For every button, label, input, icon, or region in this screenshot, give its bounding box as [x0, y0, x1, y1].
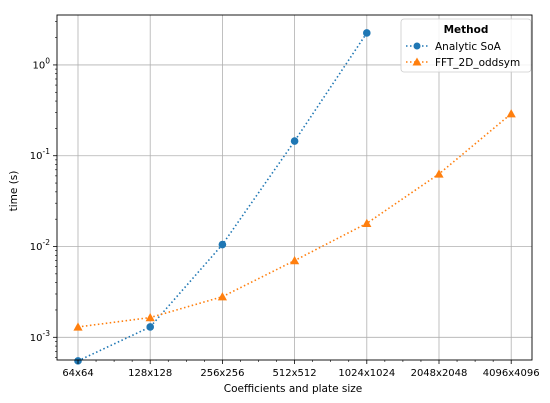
y-tick-label: 10-1	[30, 147, 50, 162]
grid-lines	[57, 15, 532, 360]
minor-ticks	[55, 21, 494, 362]
legend-marker-triangle	[412, 57, 422, 66]
legend: Method Analytic SoA FFT_2D_oddsym	[400, 18, 532, 73]
data-point-triangle	[145, 312, 155, 322]
data-point-triangle	[362, 218, 372, 228]
series-markers	[73, 29, 516, 365]
data-point-circle	[290, 137, 299, 145]
data-point-circle	[146, 323, 154, 331]
x-tick-label: 4096x4096	[483, 368, 540, 379]
x-ticks: 64x64 128x128 256x256 512x512 1024x1024 2048x…	[62, 360, 540, 379]
legend-marker-circle	[413, 42, 421, 50]
data-point-triangle	[434, 169, 444, 178]
x-tick-label: 1024x1024	[338, 368, 395, 379]
y-tick-label: 10-2	[30, 238, 50, 253]
y-axis-label: time (s)	[8, 171, 20, 212]
data-point-circle	[363, 29, 371, 37]
legend-box	[400, 18, 532, 73]
x-tick-label: 128x128	[128, 368, 172, 379]
legend-title: Method	[444, 24, 489, 36]
data-point-triangle	[73, 322, 83, 331]
x-tick-label: 64x64	[62, 368, 93, 379]
data-point-triangle	[217, 292, 227, 301]
x-tick-label: 512x512	[273, 368, 317, 379]
data-point-circle	[218, 240, 227, 249]
data-point-triangle	[290, 255, 300, 265]
legend-label-fft: FFT_2D_oddsym	[435, 57, 520, 69]
legend-label-analytic: Analytic SoA	[435, 41, 502, 53]
x-tick-label: 2048x2048	[411, 368, 468, 379]
data-point-triangle	[506, 109, 516, 118]
x-axis-label: Coefficients and plate size	[224, 383, 362, 395]
y-tick-label: 10-3	[30, 329, 50, 344]
y-ticks: 10-3 10-2 10-1 100	[30, 56, 57, 344]
x-tick-label: 256x256	[200, 368, 244, 379]
y-tick-label: 100	[32, 56, 50, 71]
